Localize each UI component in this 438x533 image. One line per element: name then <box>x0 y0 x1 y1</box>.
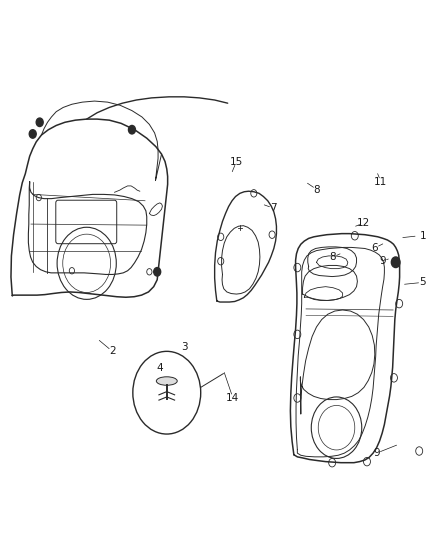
Text: 9: 9 <box>379 256 386 266</box>
Text: 5: 5 <box>419 277 426 287</box>
Text: 1: 1 <box>420 231 427 241</box>
Circle shape <box>29 130 36 138</box>
Text: 14: 14 <box>226 393 240 403</box>
Text: 15: 15 <box>230 157 243 166</box>
Circle shape <box>391 257 400 268</box>
Text: 2: 2 <box>109 346 116 357</box>
Text: 7: 7 <box>270 203 277 213</box>
Text: 3: 3 <box>181 342 187 352</box>
Text: 8: 8 <box>314 184 320 195</box>
Ellipse shape <box>156 377 177 385</box>
Text: 4: 4 <box>157 364 163 373</box>
Circle shape <box>36 118 43 126</box>
Text: 6: 6 <box>371 243 378 253</box>
Text: 11: 11 <box>374 176 388 187</box>
Text: 8: 8 <box>330 252 336 262</box>
Circle shape <box>154 268 161 276</box>
Text: 9: 9 <box>373 448 380 458</box>
Circle shape <box>128 125 135 134</box>
Text: 12: 12 <box>357 218 370 228</box>
